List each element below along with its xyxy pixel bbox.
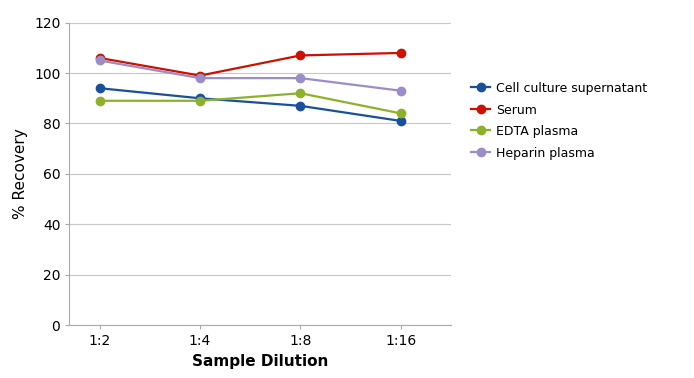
Serum	[296, 53, 305, 58]
EDTA plasma	[296, 91, 305, 96]
Cell culture supernatant	[95, 86, 103, 90]
Line: Serum: Serum	[95, 49, 405, 80]
X-axis label: Sample Dilution: Sample Dilution	[192, 354, 328, 369]
Line: Cell culture supernatant: Cell culture supernatant	[95, 84, 405, 125]
Heparin plasma	[397, 88, 405, 93]
EDTA plasma	[196, 99, 204, 103]
Cell culture supernatant	[196, 96, 204, 101]
Line: Heparin plasma: Heparin plasma	[95, 56, 405, 95]
Serum	[196, 73, 204, 78]
EDTA plasma	[397, 111, 405, 116]
Line: EDTA plasma: EDTA plasma	[95, 89, 405, 118]
Y-axis label: % Recovery: % Recovery	[13, 129, 28, 219]
Cell culture supernatant	[296, 104, 305, 108]
Heparin plasma	[296, 76, 305, 81]
Heparin plasma	[196, 76, 204, 81]
Legend: Cell culture supernatant, Serum, EDTA plasma, Heparin plasma: Cell culture supernatant, Serum, EDTA pl…	[471, 82, 648, 160]
Cell culture supernatant	[397, 119, 405, 123]
Heparin plasma	[95, 58, 103, 63]
Serum	[397, 51, 405, 55]
EDTA plasma	[95, 99, 103, 103]
Serum	[95, 56, 103, 60]
